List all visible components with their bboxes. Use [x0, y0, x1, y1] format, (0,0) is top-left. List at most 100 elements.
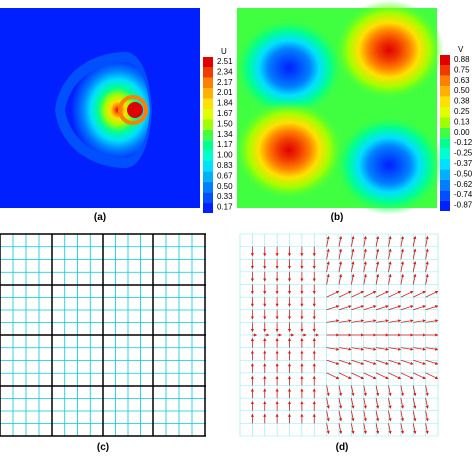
- vector-arrow: [425, 273, 429, 285]
- colorbar-tick-label: 1.67: [217, 109, 233, 118]
- vector-arrow: [388, 319, 402, 323]
- colorbar-tick-label: 1.34: [217, 130, 233, 139]
- colorbar-tick-label: -0.87: [454, 201, 473, 210]
- vector-arrow: [375, 291, 389, 298]
- vector-arrow: [400, 291, 414, 298]
- vector-arrow: [363, 261, 367, 272]
- vector-arrow: [412, 248, 417, 260]
- vector-arrow: [338, 410, 343, 422]
- vector-arrow: [388, 248, 392, 260]
- vector-arrow: [376, 305, 389, 311]
- vector-arrow: [375, 410, 380, 422]
- vector-arrow: [412, 261, 417, 272]
- vector-arrow: [326, 261, 330, 272]
- vector-arrow: [400, 248, 404, 260]
- vector-arrow: [425, 347, 439, 351]
- panel-b-label: (b): [331, 212, 344, 223]
- colorbar-tick-label: 1.17: [217, 140, 233, 149]
- colorbar-tick-label: 1.84: [217, 99, 233, 108]
- colorbar-swatch: [203, 88, 213, 99]
- vector-arrow: [388, 347, 402, 351]
- panel-b-cold-bottom-right: [334, 115, 444, 215]
- vector-arrow: [375, 423, 380, 435]
- panel-a-label: (a): [94, 212, 106, 223]
- vector-arrow: [350, 423, 355, 435]
- colorbar-tick-label: 0.88: [454, 55, 470, 64]
- vector-arrow: [388, 385, 392, 397]
- vector-arrow: [388, 359, 402, 365]
- vector-arrow: [363, 291, 377, 298]
- colorbar-tick-label: 1.00: [217, 151, 233, 160]
- vector-arrow: [350, 235, 355, 247]
- vector-arrow: [400, 423, 404, 435]
- vector-arrow: [338, 423, 343, 435]
- colorbar-swatch: [203, 161, 213, 172]
- colorbar-tick-label: 0.38: [454, 97, 470, 106]
- vector-arrow: [412, 410, 417, 422]
- colorbar-tick-label: -0.62: [454, 180, 473, 189]
- panel-b: [234, 0, 444, 215]
- colorbar-swatch: [203, 181, 213, 193]
- vector-arrow: [412, 235, 417, 247]
- vector-arrow: [363, 305, 377, 311]
- vector-arrow: [350, 248, 355, 260]
- colorbar-swatch: [440, 138, 450, 149]
- colorbar-swatch: [440, 179, 450, 191]
- vector-arrow: [425, 398, 429, 409]
- colorbar-tick-label: -0.12: [454, 138, 473, 147]
- colorbar-tick-label: -0.37: [454, 159, 473, 168]
- colorbar-tick-label: 0.50: [454, 86, 470, 95]
- vector-arrow: [363, 235, 367, 247]
- vector-arrow: [388, 398, 392, 409]
- colorbar-swatch: [440, 190, 450, 201]
- colorbar-tick-label: 0.63: [454, 76, 470, 85]
- colorbar-tick-label: 0.75: [454, 65, 470, 74]
- colorbar-swatch: [203, 109, 213, 120]
- vector-arrow: [400, 385, 404, 397]
- vector-arrow: [363, 423, 367, 435]
- vector-arrow: [388, 273, 392, 285]
- vector-arrow: [388, 372, 402, 379]
- vector-arrow: [375, 398, 380, 409]
- panel-a-plume: [65, 62, 150, 158]
- colorbar-swatch: [203, 150, 213, 161]
- colorbar-tick-label: 0.83: [217, 161, 233, 170]
- vector-arrow: [413, 319, 427, 323]
- colorbar-swatch: [440, 96, 450, 107]
- colorbar-tick-label: 2.01: [217, 88, 233, 97]
- vector-arrow: [376, 359, 389, 365]
- vector-arrow: [338, 305, 352, 311]
- vector-arrow: [400, 398, 404, 409]
- vector-arrow: [412, 385, 417, 397]
- colorbar-title: U: [221, 47, 227, 56]
- colorbar-tick-label: 0.50: [217, 182, 233, 191]
- panel-a-peak-ring: [118, 95, 148, 125]
- colorbar-tick-label: -0.50: [454, 169, 473, 178]
- vector-arrow: [425, 423, 429, 435]
- vector-arrow: [363, 248, 367, 260]
- panel-b-hot-bottom-left: [234, 100, 344, 200]
- colorbar-a: U2.512.34 2.172.01 1.841.671.50 1.341.17 1.0…: [203, 47, 233, 213]
- colorbar-swatch: [440, 169, 450, 180]
- vector-arrow: [425, 261, 429, 272]
- colorbar-tick-label: 0.17: [217, 203, 233, 212]
- colorbar-tick-label: 0.33: [217, 192, 233, 201]
- colorbar-tick-label: 2.34: [217, 67, 233, 76]
- colorbar-tick-label: 2.51: [217, 57, 233, 66]
- colorbar-tick-label: 2.17: [217, 78, 233, 87]
- colorbar-swatch: [203, 129, 213, 141]
- vector-arrow: [363, 410, 367, 422]
- vector-arrow: [425, 359, 439, 365]
- vector-arrow: [388, 261, 392, 272]
- vector-arrow: [326, 235, 330, 247]
- colorbar-tick-label: 0.13: [454, 117, 470, 126]
- vector-arrow: [400, 359, 414, 365]
- panel-a-peak: [127, 102, 143, 118]
- vector-arrow: [338, 248, 343, 260]
- colorbar-swatch: [440, 55, 450, 66]
- vector-arrow: [412, 273, 417, 285]
- colorbar-swatch: [203, 77, 213, 89]
- vector-arrow: [388, 305, 402, 311]
- colorbar-swatch: [440, 86, 450, 97]
- vector-arrow: [425, 235, 429, 247]
